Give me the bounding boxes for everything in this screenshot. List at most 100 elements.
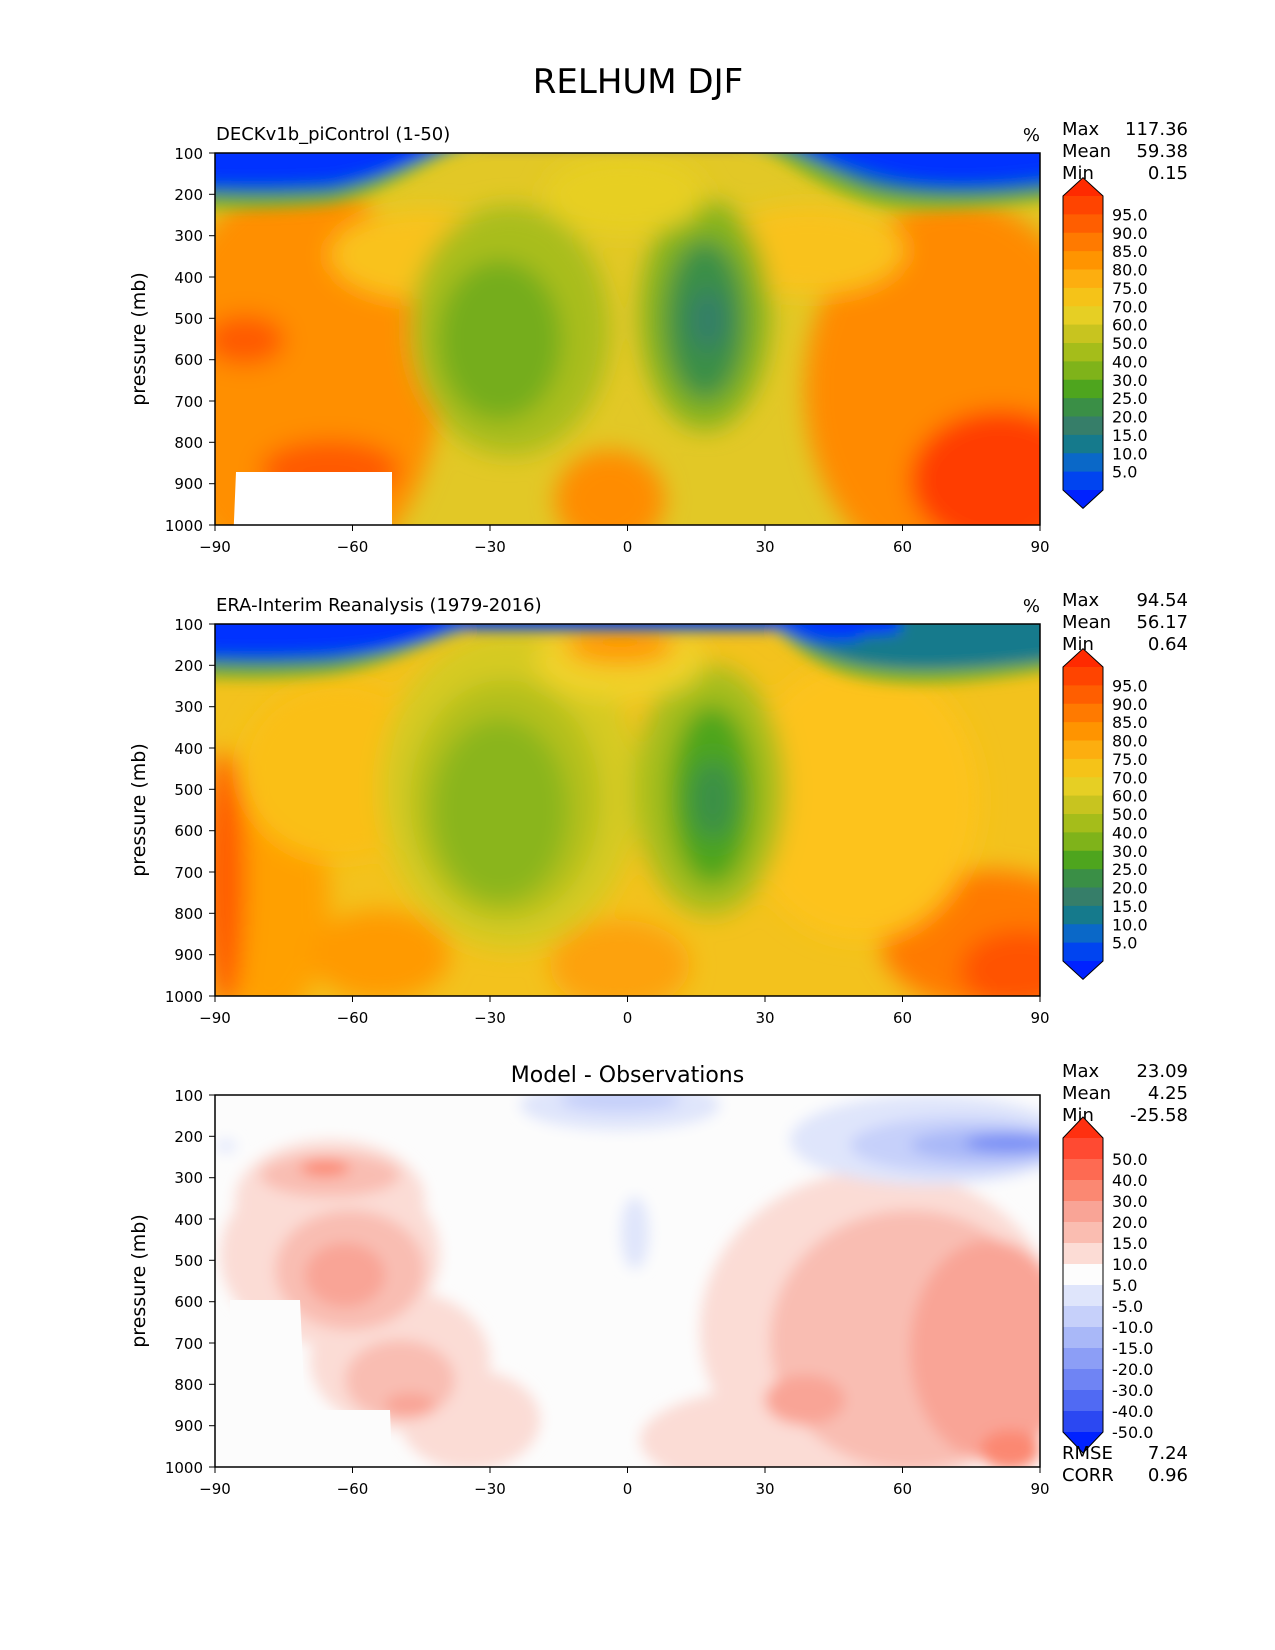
stat-label: Mean [1062, 1083, 1111, 1104]
colorbar: 50.0 40.0 30.0 20.0 15.0 10.0 5.0 -5.0 -10.0 -15.… [1062, 1116, 1153, 1454]
stat-value: 94.54 [1136, 590, 1188, 611]
y-tick-label: 200 [174, 657, 203, 675]
y-tick-label: 600 [174, 351, 203, 369]
colorbar-tick-label: 40.0 [1112, 823, 1148, 842]
colorbar-bin [1063, 1348, 1103, 1370]
y-tick-label: 1000 [165, 988, 203, 1006]
rmse-label: RMSE [1062, 1443, 1113, 1464]
colorbar-tick-label: 20.0 [1112, 408, 1148, 427]
y-tick-label: 600 [174, 1293, 203, 1311]
colorbar-bin [1063, 1180, 1103, 1202]
colorbar-tick-label: 75.0 [1112, 279, 1148, 298]
stats-box: Max 94.54 Mean 56.17 Min 0.64 [1062, 590, 1188, 655]
x-tick-label: −30 [474, 1009, 506, 1027]
rmse-value: 7.24 [1148, 1443, 1188, 1464]
colorbar-bin [1063, 269, 1103, 289]
colorbar-bin [1063, 306, 1103, 326]
colorbar-bin [1063, 740, 1103, 760]
y-tick-label: 300 [174, 698, 203, 716]
x-tick-label: −60 [337, 1009, 369, 1027]
x-tick-label: 90 [1030, 538, 1049, 556]
colorbar-tick-label: -30.0 [1112, 1381, 1153, 1400]
colorbar-tick-label: 40.0 [1112, 1171, 1148, 1190]
colorbar-tick-label: 15.0 [1112, 897, 1148, 916]
y-tick-label: 400 [174, 1211, 203, 1229]
colorbar-bin [1063, 814, 1103, 833]
stat-label: Mean [1062, 612, 1111, 633]
colorbar-bin [1063, 1390, 1103, 1412]
colorbar-arrow-min [1063, 1432, 1103, 1453]
colorbar-bin [1063, 379, 1103, 399]
x-axis-ticks: −90 −60 −30 0 30 60 90 [199, 1467, 1050, 1498]
colorbar-bin [1063, 1306, 1103, 1328]
y-axis-ticks: 100 200 300 400 500 600 700 800 900 1000 [165, 145, 215, 535]
y-tick-label: 400 [174, 269, 203, 287]
x-tick-label: −30 [474, 1480, 506, 1498]
colorbar-tick-label: 5.0 [1112, 463, 1137, 482]
colorbar: 95.090.085.080.075.070.060.050.040.030.0… [1062, 176, 1148, 510]
panel-title: Model - Observations [511, 1063, 744, 1088]
colorbar-outline [1062, 176, 1104, 510]
stat-value: 4.25 [1148, 1083, 1188, 1104]
units-label: % [1023, 596, 1040, 617]
y-tick-label: 700 [174, 864, 203, 882]
colorbar-tick-label: 5.0 [1112, 1276, 1137, 1295]
x-tick-label: −60 [337, 1480, 369, 1498]
y-tick-label: 200 [174, 186, 203, 204]
x-tick-label: −60 [337, 538, 369, 556]
y-tick-label: 300 [174, 227, 203, 245]
colorbar-tick-label: -5.0 [1112, 1297, 1143, 1316]
y-tick-label: 100 [174, 616, 203, 634]
colorbar-bin [1063, 685, 1103, 705]
stat-value: 0.64 [1148, 634, 1188, 655]
contour-field [215, 624, 1040, 996]
y-tick-label: 500 [174, 781, 203, 799]
y-tick-label: 400 [174, 740, 203, 758]
y-axis-label: pressure (mb) [128, 272, 150, 406]
colorbar-bin [1063, 196, 1103, 215]
colorbar-tick-label: 30.0 [1112, 1192, 1148, 1211]
colorbar-tick-label: 15.0 [1112, 426, 1148, 445]
stat-value: 23.09 [1136, 1061, 1188, 1082]
y-tick-label: 900 [174, 1417, 203, 1435]
y-axis-ticks: 100 200 300 400 500 600 700 800 900 1000 [165, 616, 215, 1006]
contour-field [215, 153, 1040, 525]
x-axis-ticks: −90 −60 −30 0 30 60 90 [199, 996, 1050, 1027]
colorbar-tick-label: 75.0 [1112, 750, 1148, 769]
colorbar-tick-label: -40.0 [1112, 1402, 1153, 1421]
colorbar-tick-label: 70.0 [1112, 297, 1148, 316]
stat-label: Max [1062, 1061, 1100, 1082]
x-tick-label: −90 [199, 1009, 231, 1027]
colorbar-arrow-max [1063, 177, 1103, 196]
colorbar-bin [1063, 1243, 1103, 1265]
colorbar-tick-label: 70.0 [1112, 768, 1148, 787]
colorbar-bin [1063, 398, 1103, 417]
colorbar-bin [1063, 343, 1103, 362]
colorbar-tick-label: -15.0 [1112, 1339, 1153, 1358]
stat-label: Min [1062, 634, 1094, 655]
colorbar-arrow-min [1063, 490, 1103, 509]
colorbar-tick-label: 60.0 [1112, 316, 1148, 335]
x-tick-label: 30 [755, 1009, 774, 1027]
colorbar-bin [1063, 434, 1103, 454]
colorbar-bin [1063, 287, 1103, 307]
colorbar-tick-label: 50.0 [1112, 1150, 1148, 1169]
error-metrics: RMSE 7.24 CORR 0.96 [1062, 1443, 1188, 1486]
colorbar-bin [1063, 1222, 1103, 1244]
colorbar-tick-label: 20.0 [1112, 1213, 1148, 1232]
x-tick-label: 90 [1030, 1009, 1049, 1027]
colorbar-tick-label: 80.0 [1112, 732, 1148, 751]
colorbar-bin [1063, 1285, 1103, 1307]
colorbar-bin [1063, 777, 1103, 797]
stat-value: 59.38 [1136, 141, 1188, 162]
stat-label: Max [1062, 590, 1100, 611]
colorbar-bin [1063, 832, 1103, 852]
colorbar-outline [1062, 1116, 1104, 1454]
colorbar-tick-label: 80.0 [1112, 261, 1148, 280]
stat-value: -25.58 [1130, 1105, 1188, 1126]
colorbar-tick-label: 30.0 [1112, 842, 1148, 861]
x-tick-label: 0 [623, 1480, 633, 1498]
units-label: % [1023, 125, 1040, 146]
x-tick-label: 60 [893, 538, 912, 556]
